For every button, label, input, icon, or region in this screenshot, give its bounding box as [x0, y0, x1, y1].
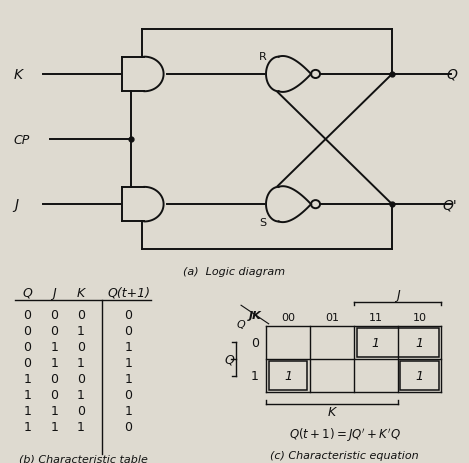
Text: 1: 1	[50, 420, 58, 433]
Text: 0: 0	[50, 308, 58, 321]
Text: (c) Characteristic equation: (c) Characteristic equation	[270, 450, 419, 460]
Text: 0: 0	[23, 324, 31, 337]
Text: 0: 0	[23, 356, 31, 369]
Text: 1: 1	[284, 369, 292, 382]
Text: J: J	[53, 286, 56, 299]
Text: 1: 1	[77, 388, 85, 401]
Text: 1: 1	[77, 356, 85, 369]
Text: Q: Q	[237, 319, 245, 329]
Polygon shape	[266, 57, 311, 93]
Text: 01: 01	[325, 313, 339, 323]
Text: 0: 0	[23, 308, 31, 321]
Text: K: K	[328, 406, 336, 419]
Text: Q: Q	[446, 68, 457, 82]
Text: 1: 1	[23, 420, 31, 433]
Text: Q: Q	[23, 286, 32, 299]
Text: $Q(t+1) = JQ' + K'Q$: $Q(t+1) = JQ' + K'Q$	[289, 425, 401, 443]
Text: Q(t+1): Q(t+1)	[107, 286, 150, 299]
Text: S: S	[259, 218, 266, 228]
Text: R: R	[258, 51, 266, 62]
Text: 0: 0	[50, 388, 58, 401]
Text: 0: 0	[77, 372, 85, 385]
Text: 1: 1	[125, 404, 132, 417]
Text: 00: 00	[281, 313, 295, 323]
Text: 10: 10	[413, 313, 426, 323]
Text: (b) Characteristic table: (b) Characteristic table	[19, 454, 148, 463]
Text: 1: 1	[416, 369, 424, 382]
Bar	[356, 328, 439, 357]
Text: 0: 0	[50, 324, 58, 337]
Text: CP: CP	[14, 133, 30, 146]
Text: 1: 1	[416, 336, 424, 349]
Text: J: J	[14, 198, 18, 212]
Text: K: K	[77, 286, 85, 299]
Polygon shape	[122, 57, 164, 92]
Text: 0: 0	[23, 340, 31, 353]
Text: (a)  Logic diagram: (a) Logic diagram	[183, 267, 286, 277]
Text: 0: 0	[124, 388, 133, 401]
Text: J: J	[396, 289, 400, 302]
Bar	[269, 362, 307, 390]
Text: 1: 1	[23, 372, 31, 385]
Text: 0: 0	[77, 340, 85, 353]
Text: 1: 1	[125, 340, 132, 353]
Text: 1: 1	[50, 356, 58, 369]
Text: 0: 0	[251, 336, 259, 349]
Text: 0: 0	[50, 372, 58, 385]
Text: 1: 1	[50, 404, 58, 417]
Text: 1: 1	[125, 356, 132, 369]
Text: JK: JK	[249, 311, 261, 320]
Text: 11: 11	[369, 313, 383, 323]
Text: K: K	[14, 68, 23, 82]
Text: 1: 1	[251, 369, 259, 382]
Text: 1: 1	[77, 324, 85, 337]
Polygon shape	[266, 187, 311, 223]
Text: 1: 1	[77, 420, 85, 433]
Text: Q': Q'	[443, 198, 457, 212]
Text: 0: 0	[77, 404, 85, 417]
Text: 1: 1	[125, 372, 132, 385]
Text: Q: Q	[224, 353, 234, 366]
Bar	[401, 362, 439, 390]
Text: 1: 1	[23, 388, 31, 401]
Text: 1: 1	[372, 336, 380, 349]
Text: 0: 0	[124, 324, 133, 337]
Text: 1: 1	[23, 404, 31, 417]
Text: 0: 0	[124, 420, 133, 433]
Text: 0: 0	[77, 308, 85, 321]
Text: 1: 1	[50, 340, 58, 353]
Text: 0: 0	[124, 308, 133, 321]
Polygon shape	[122, 188, 164, 222]
